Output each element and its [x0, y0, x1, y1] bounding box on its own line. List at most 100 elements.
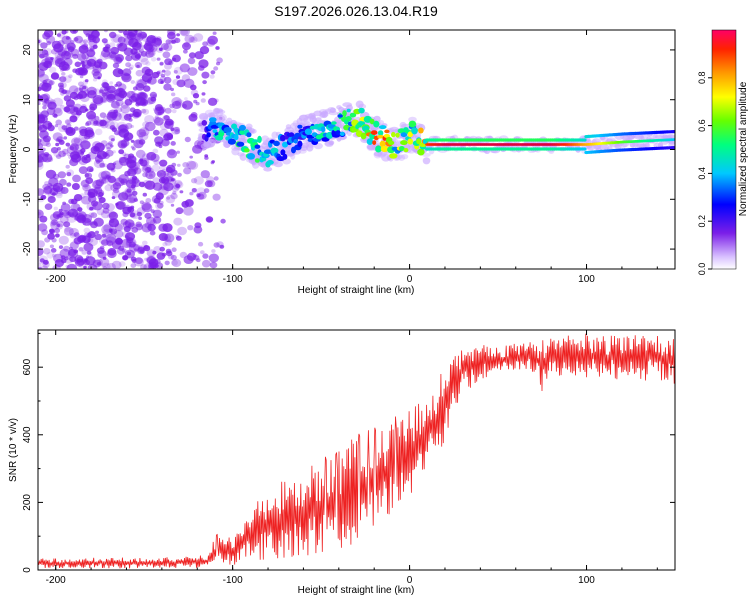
noise-point: [166, 196, 171, 200]
noise-point: [135, 95, 145, 104]
noise-point: [47, 192, 56, 199]
noise-point: [183, 49, 188, 54]
noise-point: [170, 87, 175, 92]
ridge-blob: [407, 138, 413, 145]
noise-point: [93, 97, 104, 106]
noise-point: [112, 187, 120, 194]
noise-point: [116, 121, 127, 131]
noise-point: [98, 197, 106, 204]
noise-point: [84, 232, 89, 237]
noise-point: [69, 158, 79, 167]
snr-axes: -200 -100 0 100 0 200 400 600: [22, 330, 675, 586]
noise-point: [209, 261, 218, 269]
noise-point: [152, 182, 163, 191]
noise-point: [69, 255, 77, 263]
noise-point: [43, 259, 49, 265]
noise-point: [139, 159, 148, 167]
noise-point: [85, 62, 95, 70]
colorbar-label: Normalized spectral amplitude: [738, 81, 749, 216]
noise-point: [201, 92, 206, 96]
snr-panel: -200 -100 0 100 0 200 400 600 Height of straigh…: [8, 329, 676, 596]
x-tick-label: -200: [46, 575, 66, 586]
noise-point: [156, 170, 166, 178]
noise-point: [38, 211, 41, 216]
noise-point: [94, 142, 105, 152]
ridge-blob: [263, 149, 273, 154]
noise-point: [62, 153, 67, 157]
noise-point: [193, 176, 204, 185]
noise-point: [155, 202, 164, 210]
snr-line: [38, 333, 675, 569]
noise-point: [129, 67, 133, 71]
noise-point: [143, 263, 154, 269]
noise-point: [87, 236, 98, 247]
noise-point: [78, 84, 88, 93]
ridge-blob: [377, 134, 384, 139]
noise-point: [100, 170, 111, 180]
noise-point: [136, 79, 147, 89]
ridge-blob: [370, 130, 378, 136]
noise-point: [146, 151, 157, 161]
noise-point: [81, 43, 88, 50]
colorbar-tick-label: 0.4: [697, 167, 707, 180]
noise-point: [200, 170, 210, 179]
noise-point: [160, 73, 166, 78]
ridge-halo: [355, 100, 364, 109]
noise-point: [66, 172, 72, 177]
ridge-halo: [401, 123, 410, 129]
ridge-blob: [304, 128, 312, 135]
noise-point: [66, 182, 72, 187]
noise-point: [48, 66, 57, 74]
noise-point: [126, 237, 134, 244]
noise-point: [171, 258, 182, 268]
noise-point: [62, 210, 70, 217]
noise-point: [78, 166, 88, 175]
noise-point: [115, 54, 124, 62]
ridge-blob: [270, 147, 279, 154]
ridge-blob: [388, 140, 395, 145]
noise-point: [146, 49, 152, 55]
noise-point: [82, 217, 92, 226]
noise-point: [92, 77, 98, 82]
noise-point: [55, 192, 63, 199]
noise-point: [45, 57, 55, 66]
noise-point: [151, 195, 162, 204]
noise-point: [187, 57, 196, 65]
y-tick-label: -10: [22, 192, 33, 207]
ridge-halo: [302, 117, 312, 124]
noise-point: [136, 64, 140, 68]
noise-point: [99, 176, 109, 185]
noise-point: [53, 108, 63, 117]
noise-point: [143, 245, 149, 250]
ridge-halo: [650, 132, 658, 140]
ridge-halo: [214, 108, 224, 113]
noise-point: [106, 147, 111, 151]
noise-point: [184, 34, 195, 44]
noise-point: [176, 33, 181, 37]
noise-point: [74, 143, 84, 152]
noise-point: [204, 180, 213, 188]
ridge-blob: [246, 132, 252, 138]
x-tick-label: 100: [578, 575, 595, 586]
noise-point: [139, 92, 145, 97]
noise-point: [175, 207, 184, 215]
noise-point: [200, 98, 206, 103]
noise-point: [144, 68, 154, 76]
noise-point: [123, 47, 134, 56]
noise-point: [38, 68, 45, 77]
noise-point: [193, 33, 204, 42]
noise-point: [193, 225, 203, 234]
noise-point: [106, 262, 116, 269]
noise-point: [99, 119, 107, 127]
ridge-halo: [245, 123, 253, 130]
colorbar-tick-label: 0.2: [697, 215, 707, 228]
noise-point: [55, 142, 60, 147]
noise-point: [167, 31, 176, 40]
noise-point: [43, 187, 52, 195]
noise-point: [46, 41, 52, 46]
noise-point: [141, 153, 151, 161]
noise-point: [170, 192, 178, 200]
noise-point: [121, 190, 132, 200]
noise-point: [196, 193, 205, 200]
noise-point: [128, 153, 135, 159]
